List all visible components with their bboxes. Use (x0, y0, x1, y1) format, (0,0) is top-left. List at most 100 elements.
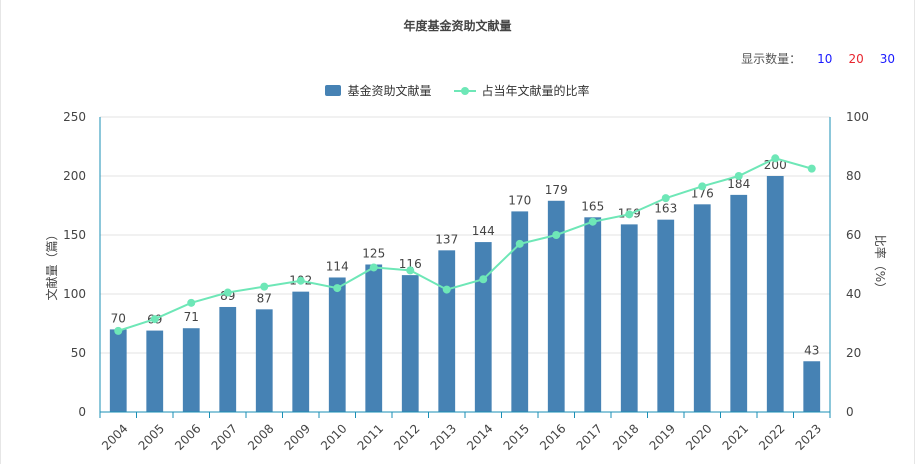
x-tick-label: 2004 (99, 421, 130, 452)
bar-value-label: 184 (727, 177, 750, 191)
x-tick-label: 2020 (683, 421, 714, 452)
bar-value-label: 70 (111, 311, 126, 325)
legend-line-label: 占当年文献量的比率 (481, 84, 590, 98)
ratio-point (442, 285, 451, 294)
x-tick-label: 2022 (756, 421, 787, 452)
bar-value-label: 179 (545, 183, 568, 197)
bar (146, 330, 164, 412)
bar (657, 219, 675, 412)
bar-value-label: 43 (804, 343, 819, 357)
ratio-point (296, 276, 305, 285)
x-tick-label: 2018 (610, 421, 641, 452)
bar (693, 204, 711, 412)
bar-value-label: 165 (581, 199, 604, 213)
y-left-tick-label: 250 (63, 110, 86, 124)
ratio-point (223, 288, 232, 297)
ratio-line (117, 157, 813, 332)
ratio-point (552, 231, 561, 239)
y-right-tick-label: 80 (846, 169, 861, 183)
bar-value-label: 71 (184, 310, 199, 324)
y-right-tick-label: 0 (846, 405, 854, 419)
ratio-point (150, 315, 159, 324)
ratio-point (260, 282, 269, 291)
ratio-point (515, 239, 524, 248)
x-tick-label: 2016 (537, 421, 568, 452)
bar (803, 361, 821, 412)
y-right-tick-label: 40 (846, 287, 861, 301)
display-count-selector: 显示数量： 10 20 30 (741, 50, 895, 67)
bar (401, 275, 419, 412)
y-left-axis-title: 文献量（篇） (44, 228, 59, 300)
y-left-tick-label: 50 (71, 346, 86, 360)
chart-legend: 基金资助文献量 占当年文献量的比率 (0, 82, 915, 99)
ratio-point (333, 284, 342, 293)
legend-item-bar[interactable]: 基金资助文献量 (325, 82, 432, 99)
bar (292, 291, 310, 412)
bar (511, 211, 529, 412)
x-tick-label: 2008 (245, 421, 276, 452)
bar (474, 242, 492, 412)
bar-value-label: 144 (472, 224, 495, 238)
ratio-point (187, 298, 196, 307)
x-tick-label: 2010 (318, 421, 349, 452)
bar-value-label: 137 (435, 232, 458, 246)
chart-title: 年度基金资助文献量 (403, 19, 512, 33)
bar (219, 306, 237, 412)
bar-value-label: 116 (399, 257, 422, 271)
ratio-point (114, 326, 123, 335)
bar (255, 309, 273, 412)
ratio-point (588, 217, 597, 226)
ratio-point (698, 182, 707, 191)
y-left-tick-label: 150 (63, 228, 86, 242)
y-left-tick-label: 0 (78, 405, 86, 419)
bar (766, 176, 784, 412)
x-tick-label: 2007 (209, 421, 240, 452)
ratio-point (661, 194, 670, 203)
bar-value-label: 125 (362, 247, 385, 261)
y-left-tick-label: 200 (63, 169, 86, 183)
bar (547, 200, 565, 412)
legend-bar-swatch (325, 85, 342, 96)
x-tick-label: 2023 (793, 421, 824, 452)
ratio-point (807, 164, 816, 173)
bar (584, 217, 602, 412)
y-left-tick-label: 100 (63, 287, 86, 301)
x-tick-label: 2019 (647, 421, 678, 452)
x-tick-label: 2014 (464, 421, 495, 452)
ratio-point (369, 263, 378, 272)
ratio-point (406, 266, 415, 275)
y-right-tick-label: 100 (846, 110, 869, 124)
ratio-point (479, 275, 488, 284)
bar-value-label: 114 (326, 259, 349, 273)
display-count-option-10[interactable]: 10 (817, 51, 833, 66)
legend-bar-label: 基金资助文献量 (347, 84, 432, 98)
y-right-tick-label: 20 (846, 346, 861, 360)
display-count-option-20[interactable]: 20 (848, 51, 864, 66)
x-tick-label: 2006 (172, 421, 203, 452)
bar-value-label: 87 (257, 291, 272, 305)
bar-value-label: 176 (691, 186, 714, 200)
bar (182, 328, 200, 412)
x-tick-label: 2015 (501, 421, 532, 452)
x-tick-label: 2009 (282, 421, 313, 452)
display-count-label: 显示数量： (741, 52, 802, 66)
x-tick-label: 2013 (428, 421, 459, 452)
bar-value-label: 163 (654, 202, 677, 216)
bar (365, 264, 383, 412)
y-right-axis-title: 比率（%） (873, 235, 888, 294)
bar (109, 329, 127, 412)
ratio-point (734, 172, 743, 180)
bar (730, 194, 748, 412)
bar (328, 277, 346, 412)
x-tick-label: 2012 (391, 421, 422, 452)
y-right-tick-label: 60 (846, 228, 861, 242)
x-tick-label: 2017 (574, 421, 605, 452)
x-tick-label: 2005 (136, 421, 167, 452)
bar-value-label: 170 (508, 193, 531, 207)
x-tick-label: 2021 (720, 421, 751, 452)
bar (438, 250, 456, 412)
display-count-option-30[interactable]: 30 (879, 51, 895, 66)
bar (620, 224, 638, 412)
legend-item-line[interactable]: 占当年文献量的比率 (453, 82, 590, 99)
